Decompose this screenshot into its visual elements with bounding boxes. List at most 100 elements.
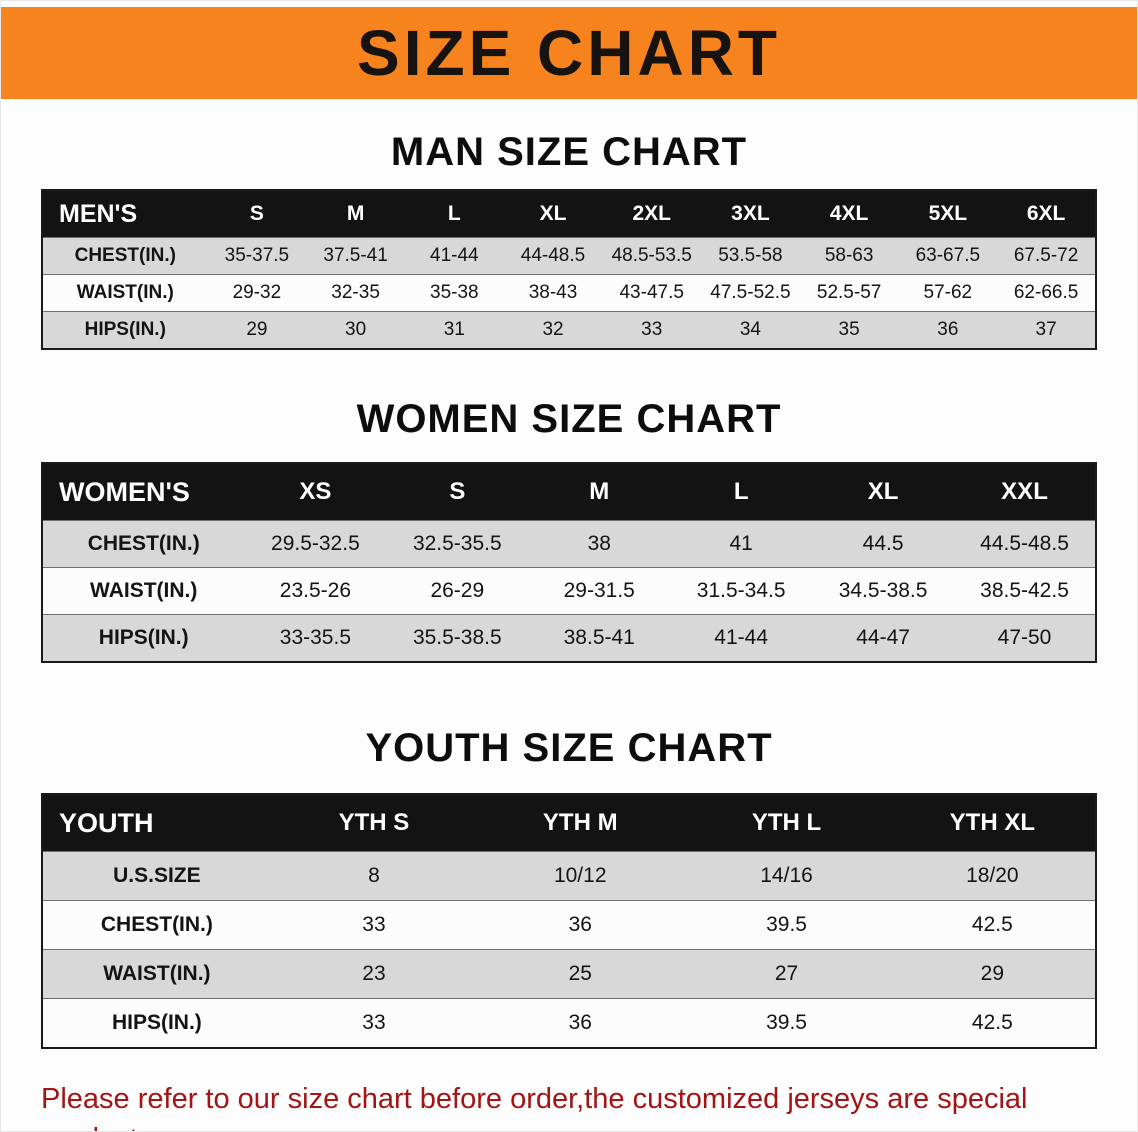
size-value-cell: 29 bbox=[980, 962, 1005, 985]
youth-size-column-header: YTH XL bbox=[889, 794, 1096, 852]
size-value-cell: 57-62 bbox=[923, 282, 973, 303]
size-value-cell: 32 bbox=[542, 319, 564, 340]
mens-measure-row: HIPS(IN.) 29 30 31 32 33 34 35 36 37 bbox=[42, 311, 1096, 349]
size-value-cell: 23.5-26 bbox=[279, 579, 352, 602]
size-value-cell: 67.5-72 bbox=[1013, 245, 1079, 266]
mens-size-column-header: 3XL bbox=[701, 190, 800, 238]
size-value-cell: 29-32 bbox=[232, 282, 282, 303]
size-value-cell: 14/16 bbox=[760, 864, 813, 887]
mens-measure-row: WAIST(IN.) 29-32 32-35 35-38 38-43 43-47.5 47.… bbox=[42, 274, 1096, 312]
womens-header-row: WOMEN'S XS S M L XL XXL bbox=[42, 463, 1096, 521]
mens-table-title: MEN'S bbox=[42, 190, 208, 238]
youth-size-table: YOUTH YTH S YTH M YTH L YTH XL U.S.SIZE 8 10/12… bbox=[41, 793, 1097, 1049]
size-value-cell: 33 bbox=[362, 1011, 386, 1034]
youth-size-column-header: YTH M bbox=[477, 794, 684, 852]
size-value-cell: 43-47.5 bbox=[619, 282, 684, 303]
size-value-cell: 30 bbox=[345, 319, 367, 340]
size-value-cell: 27 bbox=[774, 962, 799, 985]
size-value-cell: 31 bbox=[443, 319, 465, 340]
youth-measure-row: WAIST(IN.) 23 25 27 29 bbox=[42, 949, 1096, 999]
row-label: HIPS(IN.) bbox=[111, 1011, 202, 1034]
womens-size-column-header: S bbox=[386, 463, 529, 521]
size-value-cell: 29 bbox=[246, 319, 268, 340]
womens-table-title: WOMEN'S bbox=[42, 463, 245, 521]
size-value-cell: 33-35.5 bbox=[279, 626, 352, 649]
size-value-cell: 41-44 bbox=[430, 245, 479, 266]
size-value-cell: 41-44 bbox=[714, 626, 769, 649]
youth-table-title: YOUTH bbox=[42, 794, 271, 852]
womens-measure-row: CHEST(IN.) 29.5-32.5 32.5-35.5 38 41 44.5 44.5… bbox=[42, 520, 1096, 568]
order-notice: Please refer to our size chart before or… bbox=[41, 1079, 1097, 1131]
row-label: WAIST(IN.) bbox=[76, 282, 174, 303]
youth-measure-row: U.S.SIZE 8 10/12 14/16 18/20 bbox=[42, 851, 1096, 901]
row-label: WAIST(IN.) bbox=[90, 579, 198, 602]
size-value-cell: 36 bbox=[568, 913, 592, 936]
youth-header-row: YOUTH YTH S YTH M YTH L YTH XL bbox=[42, 794, 1096, 852]
size-value-cell: 52.5-57 bbox=[816, 282, 882, 303]
size-value-cell: 44.5-48.5 bbox=[980, 532, 1069, 555]
size-value-cell: 10/12 bbox=[553, 864, 607, 887]
women-section-heading: WOMEN SIZE CHART bbox=[356, 397, 782, 441]
size-value-cell: 48.5-53.5 bbox=[611, 245, 692, 266]
womens-size-column-header: XL bbox=[812, 463, 955, 521]
womens-measure-row: WAIST(IN.) 23.5-26 26-29 29-31.5 31.5-34.5 34… bbox=[42, 567, 1096, 615]
size-value-cell: 42.5 bbox=[971, 1011, 1013, 1034]
size-value-cell: 36 bbox=[568, 1011, 592, 1034]
youth-section-heading: YOUTH SIZE CHART bbox=[365, 726, 773, 770]
mens-header-row: MEN'S S M L XL 2XL 3XL 4XL 5XL 6XL bbox=[42, 190, 1096, 238]
size-value-cell: 63-67.5 bbox=[915, 245, 981, 266]
size-value-cell: 32.5-35.5 bbox=[412, 532, 502, 555]
size-value-cell: 26-29 bbox=[430, 579, 485, 602]
mens-size-column-header: M bbox=[306, 190, 405, 238]
size-value-cell: 37 bbox=[1035, 319, 1057, 340]
size-value-cell: 35 bbox=[838, 319, 860, 340]
size-value-cell: 25 bbox=[568, 962, 592, 985]
men-size-chart-section: MAN SIZE CHART MEN'S S M L XL 2XL 3XL 4XL 5XL 6XL… bbox=[1, 129, 1137, 350]
size-value-cell: 38 bbox=[587, 532, 611, 555]
men-size-table-wrap: MEN'S S M L XL 2XL 3XL 4XL 5XL 6XL CHEST(IN.) 35-37… bbox=[41, 189, 1097, 350]
size-value-cell: 23 bbox=[362, 962, 386, 985]
size-chart-banner: SIZE CHART bbox=[1, 7, 1137, 99]
mens-measure-row: CHEST(IN.) 35-37.5 37.5-41 41-44 44-48.5 48.5… bbox=[42, 237, 1096, 275]
mens-size-column-header: 4XL bbox=[799, 190, 899, 238]
size-value-cell: 31.5-34.5 bbox=[696, 579, 786, 602]
size-value-cell: 44-48.5 bbox=[520, 245, 586, 266]
size-value-cell: 58-63 bbox=[824, 245, 874, 266]
mens-size-column-header: S bbox=[207, 190, 307, 238]
womens-size-column-header: XS bbox=[244, 463, 387, 521]
size-value-cell: 37.5-41 bbox=[323, 245, 388, 266]
womens-measure-row: HIPS(IN.) 33-35.5 35.5-38.5 38.5-41 41-44 44-… bbox=[42, 614, 1096, 662]
size-value-cell: 47-50 bbox=[997, 626, 1052, 649]
size-value-cell: 29.5-32.5 bbox=[271, 532, 360, 555]
women-size-chart-section: WOMEN SIZE CHART WOMEN'S XS S M L XL XXL CHEST(… bbox=[1, 396, 1137, 663]
banner-title: SIZE CHART bbox=[357, 17, 781, 89]
mens-size-column-header: XL bbox=[503, 190, 603, 238]
size-value-cell: 38.5-41 bbox=[563, 626, 635, 649]
youth-size-chart-section: YOUTH SIZE CHART YOUTH YTH S YTH M YTH L YTH… bbox=[1, 725, 1137, 1049]
row-label: U.S.SIZE bbox=[113, 864, 201, 887]
size-value-cell: 33 bbox=[362, 913, 386, 936]
row-label: CHEST(IN.) bbox=[100, 913, 213, 936]
row-label: CHEST(IN.) bbox=[74, 245, 176, 266]
size-value-cell: 42.5 bbox=[971, 913, 1013, 936]
men-section-heading: MAN SIZE CHART bbox=[390, 130, 748, 174]
mens-size-column-header: 2XL bbox=[602, 190, 702, 238]
size-value-cell: 35-37.5 bbox=[224, 245, 290, 266]
row-label: WAIST(IN.) bbox=[103, 962, 211, 985]
women-size-table-wrap: WOMEN'S XS S M L XL XXL CHEST(IN.) 29.5-32.5 32.5… bbox=[41, 462, 1097, 663]
size-value-cell: 33 bbox=[641, 319, 663, 340]
size-value-cell: 36 bbox=[937, 319, 959, 340]
row-label: HIPS(IN.) bbox=[98, 626, 189, 649]
mens-size-column-header: 6XL bbox=[997, 190, 1096, 238]
womens-size-column-header: XXL bbox=[954, 463, 1096, 521]
womens-size-column-header: L bbox=[670, 463, 813, 521]
row-label: HIPS(IN.) bbox=[84, 319, 166, 340]
womens-size-table: WOMEN'S XS S M L XL XXL CHEST(IN.) 29.5-32.5 32.5… bbox=[41, 462, 1097, 663]
size-value-cell: 35-38 bbox=[430, 282, 479, 303]
size-value-cell: 44-47 bbox=[856, 626, 910, 649]
size-value-cell: 41 bbox=[729, 532, 753, 555]
size-value-cell: 32-35 bbox=[331, 282, 380, 303]
youth-measure-row: CHEST(IN.) 33 36 39.5 42.5 bbox=[42, 900, 1096, 950]
size-value-cell: 47.5-52.5 bbox=[710, 282, 791, 303]
